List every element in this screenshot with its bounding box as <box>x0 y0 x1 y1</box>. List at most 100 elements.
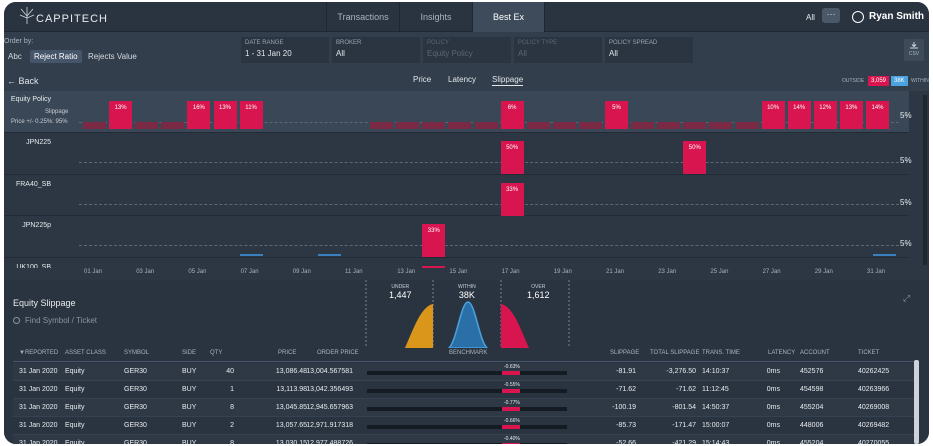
order-reject-ratio-button[interactable]: Reject Ratio <box>30 50 82 63</box>
within-stat: WITHIN 38K <box>458 284 476 300</box>
col-price[interactable]: PRICE <box>278 350 297 356</box>
heatmap-cell-faint[interactable] <box>370 122 394 129</box>
heatmap-cell-faint[interactable] <box>578 122 602 129</box>
heatmap-cell[interactable]: 13% <box>839 101 863 129</box>
col-trans-time[interactable]: TRANS. TIME <box>702 350 740 356</box>
heatmap-row[interactable]: JPN225p 5% <box>4 217 912 258</box>
heatmap-cell-faint[interactable] <box>83 122 106 129</box>
more-options-button[interactable]: ··· <box>822 8 840 23</box>
heatmap-cell-faint[interactable] <box>422 122 446 129</box>
col-total-slippage[interactable]: TOTAL SLIPPAGE <box>650 350 700 356</box>
tab-latency[interactable]: Latency <box>448 75 477 84</box>
cell-ticket: 40270055 <box>858 440 890 444</box>
col-account[interactable]: ACCOUNT <box>800 350 830 356</box>
tab-transactions[interactable]: Transactions <box>326 2 399 32</box>
heatmap-row[interactable]: JPN225 5% <box>4 134 912 175</box>
cell-side: BUY <box>182 386 197 393</box>
heatmap-cell-faint[interactable] <box>631 122 655 129</box>
col-order-price[interactable]: ORDER PRICE <box>317 350 359 356</box>
col-side[interactable]: SIDE <box>182 350 197 356</box>
table-scrollbar[interactable] <box>914 360 919 444</box>
date-range-filter[interactable]: DATE RANGE 1 - 31 Jan 20 <box>241 37 329 63</box>
col-benchmark[interactable]: BENCHMARK <box>449 350 488 356</box>
heatmap-scrollbar[interactable] <box>923 95 927 265</box>
expand-icon[interactable]: ⤢ <box>903 293 911 303</box>
heatmap-cell-faint[interactable] <box>657 122 681 129</box>
heatmap-cell[interactable]: 6% <box>500 101 524 129</box>
all-selector[interactable]: All <box>806 13 815 22</box>
col-slippage[interactable]: SLIPPAGE <box>610 350 640 356</box>
heatmap-cell[interactable]: 16% <box>187 101 211 129</box>
tab-slippage[interactable]: Slippage <box>492 75 524 86</box>
col-latency[interactable]: LATENCY <box>768 350 796 356</box>
benchmark-marker <box>502 407 520 411</box>
row-label: FRA40_SB <box>15 181 51 188</box>
cell-ticket: 40262425 <box>858 368 890 375</box>
heatmap-cell[interactable]: 14% <box>787 101 811 129</box>
cell-asset: Equity <box>65 404 85 411</box>
cell-total: -3,276.50 <box>666 368 696 375</box>
cell-price: 13,086.48 <box>275 368 307 375</box>
heatmap-cell-faint[interactable] <box>552 122 576 129</box>
order-rejects-value-button[interactable]: Rejects Value <box>88 52 137 61</box>
row-sublabel: Price +/- 0.25%: 95% <box>11 119 68 125</box>
heatmap-cell-faint[interactable] <box>474 122 498 129</box>
tab-insights[interactable]: Insights <box>399 2 472 32</box>
over-curve <box>501 304 529 348</box>
cell-asset: Equity <box>65 368 85 375</box>
heatmap-cell[interactable]: 5% <box>605 101 628 129</box>
table-row[interactable]: 31 Jan 2020 Equity GER30 BUY 8 13,045.85 12,94… <box>13 399 916 417</box>
csv-export-button[interactable]: CSV <box>904 39 924 61</box>
heatmap-cell-faint[interactable] <box>526 122 550 129</box>
search-placeholder: Find Symbol / Ticket <box>25 316 98 325</box>
heatmap-cell-faint[interactable] <box>396 122 420 129</box>
heatmap-cell[interactable]: 11% <box>239 101 263 129</box>
heatmap-cell[interactable]: 12% <box>813 101 837 129</box>
cell-side: BUY <box>182 422 197 429</box>
heatmap-row[interactable]: FRA40_SB 5% <box>4 176 912 216</box>
order-abc-button[interactable]: Abc <box>8 52 22 61</box>
cell-price: 13,057.65 <box>275 422 307 429</box>
cell-asset: Equity <box>65 440 85 444</box>
table-row[interactable]: 31 Jan 2020 Equity GER30 BUY 1 13,113.98 13,04… <box>13 381 916 399</box>
tab-best-ex[interactable]: Best Ex <box>472 2 545 32</box>
table-row[interactable]: 31 Jan 2020 Equity GER30 BUY 2 13,057.65 12,97… <box>13 417 916 435</box>
tab-price[interactable]: Price <box>413 75 432 84</box>
heatmap-cell-faint[interactable] <box>448 122 472 129</box>
heatmap-cell[interactable]: 13% <box>213 101 237 129</box>
heatmap-cell-faint[interactable] <box>135 122 159 129</box>
heatmap-cell[interactable]: 10% <box>761 101 785 129</box>
back-button[interactable]: ← Back <box>7 76 39 86</box>
search-input[interactable]: Find Symbol / Ticket <box>13 316 97 325</box>
benchmark-value: -0.63% <box>504 364 520 370</box>
heatmap-cell[interactable]: 13% <box>109 101 133 129</box>
filter-label: DATE RANGE <box>245 40 284 46</box>
cell-slip: -81.91 <box>616 368 636 375</box>
heatmap-cell[interactable]: 14% <box>866 101 889 129</box>
col-ticket[interactable]: TICKET <box>858 350 880 356</box>
policy-spread-filter[interactable]: POLICY SPREAD All <box>605 37 693 63</box>
col-reported[interactable]: ▼REPORTED <box>19 350 59 356</box>
x-tick: 11 Jan <box>345 269 363 275</box>
col-symbol[interactable]: SYMBOL <box>124 350 150 356</box>
heatmap-cell[interactable]: 33% <box>422 224 446 257</box>
heatmap-cell[interactable]: 33% <box>500 183 524 216</box>
col-asset-class[interactable]: ASSET CLASS <box>65 350 106 356</box>
heatmap-cell[interactable]: 50% <box>500 141 524 174</box>
broker-filter[interactable]: BROKER All <box>332 37 420 63</box>
within-curve <box>447 301 489 348</box>
table-row[interactable]: 31 Jan 2020 Equity GER30 BUY 40 13,086.48 13,0… <box>13 363 916 381</box>
heatmap-cell-faint[interactable] <box>735 122 759 129</box>
heatmap-cell[interactable]: 50% <box>683 141 707 174</box>
cell-account: 448006 <box>800 422 824 429</box>
heatmap-cell-faint[interactable] <box>683 122 707 129</box>
filter-value: All <box>336 49 345 58</box>
row-threshold: 5% <box>900 111 912 120</box>
col-qty[interactable]: QTY <box>210 350 223 356</box>
heatmap-cell-faint[interactable] <box>709 122 733 129</box>
heatmap-cell-faint[interactable] <box>161 122 185 129</box>
table-row[interactable]: 31 Jan 2020 Equity GER30 BUY 8 13,030.15 12,97… <box>13 435 916 444</box>
distribution-curves <box>365 280 570 348</box>
equity-slippage-panel: Equity Slippage Find Symbol / Ticket UND… <box>4 280 929 444</box>
x-tick: 07 Jan <box>240 269 259 275</box>
